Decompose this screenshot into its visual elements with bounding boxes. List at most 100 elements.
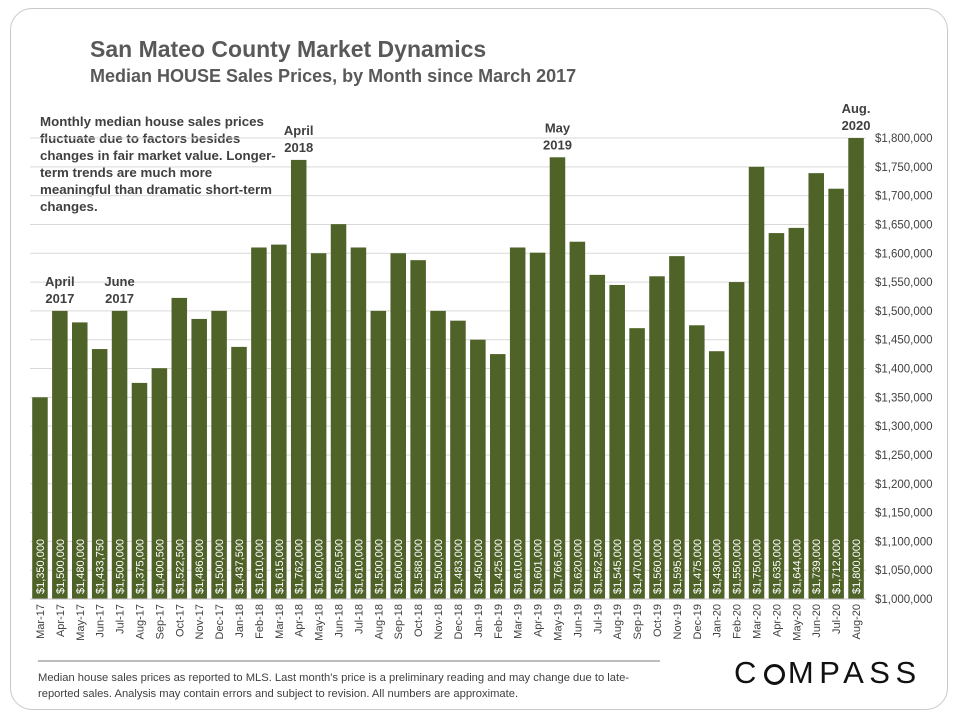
x-tick-label: Dec-18 [453,604,465,639]
bar [649,276,665,599]
x-tick-label: Oct-17 [174,604,186,637]
bar-value-label: $1,470,000 [632,539,644,594]
bar [290,159,307,599]
y-tick-label: $1,250,000 [875,450,933,462]
bar [350,247,367,600]
x-tick-label: Apr-19 [533,604,545,637]
bar [589,274,606,599]
x-tick-label: Jul-18 [353,604,365,634]
y-tick-label: $1,150,000 [875,508,933,520]
x-tick-label: Jan-18 [234,604,246,638]
bars: $1,350,000 $1,500,000 $1,480,000 $1,433,750… [32,138,864,600]
bar-value-label: $1,750,000 [752,539,764,594]
bar-value-label: $1,480,000 [75,539,87,594]
bar [808,173,825,599]
bar-value-label: $1,545,000 [612,539,624,594]
bar-value-label: $1,650,500 [334,539,346,594]
bar [629,328,645,599]
bar [91,349,108,599]
bar-value-label: $1,375,000 [134,539,146,594]
y-tick-label: $1,100,000 [875,536,933,548]
bar [191,318,207,599]
bar-value-label: $1,475,000 [692,539,704,594]
page-subtitle: Median HOUSE Sales Prices, by Month sinc… [90,66,577,86]
x-tick-label: Nov-18 [433,604,445,639]
x-tick-label: Aug-17 [134,604,146,639]
bar-value-label: $1,762,000 [294,539,306,594]
x-tick-label: Oct-19 [652,604,664,637]
y-tick-label: $1,300,000 [875,421,933,433]
x-tick-label: Dec-19 [692,604,704,639]
x-tick-label: Jul-17 [115,604,127,634]
bar-value-label: $1,500,000 [115,539,127,594]
bar-value-label: $1,486,000 [194,539,206,594]
grid-lines [30,137,866,600]
y-tick-label: $1,200,000 [875,479,933,491]
y-tick-label: $1,750,000 [875,162,933,174]
bar [848,138,864,599]
annotation-label: June [104,274,134,289]
x-tick-label: Jun-18 [334,604,346,638]
x-tick-label: Oct-18 [413,604,425,637]
x-tick-label: Dec-17 [214,604,226,639]
x-tick-label: May-18 [314,604,326,641]
y-tick-label: $1,350,000 [875,392,933,404]
bar [509,247,526,600]
x-tick-label: Mar-17 [35,604,47,639]
bar-value-label: $1,550,000 [732,539,744,594]
y-tick-label: $1,050,000 [875,565,933,577]
y-tick-label: $1,500,000 [875,306,933,318]
y-tick-label: $1,800,000 [875,133,933,145]
bar [470,339,486,599]
bar-value-label: $1,644,000 [791,539,803,594]
x-tick-label: Feb-18 [254,604,266,639]
bar [171,297,188,599]
bar [52,310,68,599]
bar [370,310,387,599]
y-tick-label: $1,000,000 [875,594,933,606]
y-axis-labels: $1,000,000 $1,050,000 $1,100,000 $1,150,000… [875,133,933,606]
annotation-label: 2017 [105,291,134,306]
annotation-label: April [45,274,75,289]
x-tick-label: Apr-18 [294,604,306,637]
x-tick-label: Mar-20 [752,604,764,639]
logo-prefix: C [734,655,762,690]
bar-value-label: $1,600,000 [314,539,326,594]
bar [310,253,327,599]
bar-value-label: $1,450,000 [473,539,485,594]
x-tick-label: May-19 [552,604,564,641]
bar-value-label: $1,560,000 [652,539,664,594]
logo-suffix: MPASS [787,655,922,690]
bar-value-label: $1,800,000 [851,539,863,594]
bar-value-label: $1,712,000 [831,539,843,594]
x-tick-label: Jul-20 [831,604,843,634]
bar-value-label: $1,595,000 [672,539,684,594]
bar-value-label: $1,500,000 [214,539,226,594]
bar-value-label: $1,500,000 [433,539,445,594]
logo-o-ring [763,664,785,685]
x-tick-label: Apr-17 [55,604,67,637]
bar-value-label: $1,437,500 [234,539,246,594]
bar-value-label: $1,766,500 [552,539,564,594]
bar [748,166,765,599]
bar-value-label: $1,610,000 [353,539,365,594]
x-tick-label: Aug-20 [851,604,863,639]
chart-note: Monthly median house sales prices fluctu… [40,114,276,214]
bar [609,284,625,599]
bar-value-label: $1,600,000 [393,539,405,594]
x-tick-label: Sep-17 [154,604,166,639]
bar [71,322,88,599]
bar-value-label: $1,500,000 [55,539,67,594]
bar-value-label: $1,739,000 [811,539,823,594]
x-tick-label: Jan-19 [473,604,485,638]
bar-value-label: $1,400,500 [154,539,166,594]
x-tick-label: Feb-20 [732,604,744,639]
bar [788,227,805,599]
x-tick-label: May-20 [791,604,803,641]
annotation-label: May [545,120,571,135]
bar-value-label: $1,610,000 [254,539,266,594]
x-tick-label: Jun-19 [572,604,584,638]
bar [450,320,466,599]
bar-value-label: $1,425,000 [493,539,505,594]
bar [569,241,586,599]
